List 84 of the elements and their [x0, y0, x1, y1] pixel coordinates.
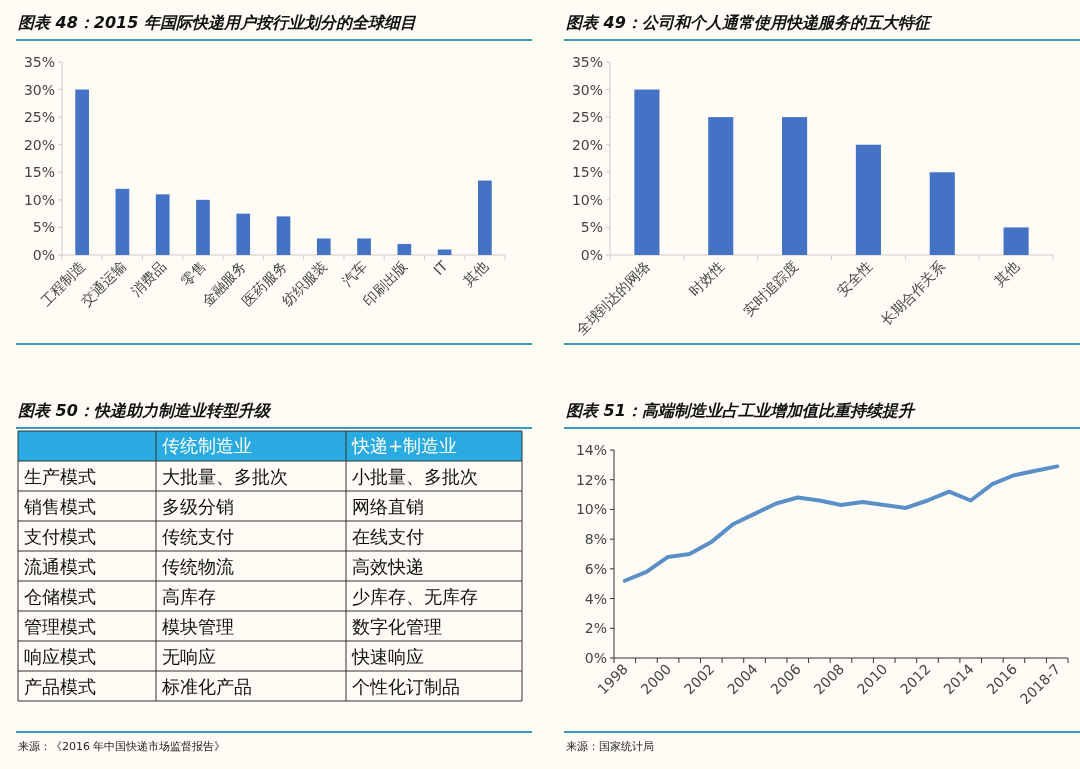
y-tick-label: 30%	[571, 81, 603, 98]
x-tick-label: 实时追踪度	[739, 257, 801, 319]
chart-title: 图表 51：高端制造业占工业增加值比重持续提升	[566, 401, 916, 420]
x-tick-label: 零售	[177, 257, 210, 289]
chart-title: 图表 48：2015 年国际快递用户按行业划分的全球细目	[18, 13, 417, 32]
y-tick-label: 0%	[584, 650, 607, 666]
y-tick-label: 0%	[32, 247, 55, 263]
source-note: 来源：《2016 年中国快递市场监督报告》	[18, 740, 226, 753]
y-tick-label: 6%	[584, 560, 607, 577]
bar	[115, 188, 130, 255]
bar	[276, 216, 291, 255]
category-label: 支付模式	[24, 525, 96, 547]
line-series	[622, 464, 1060, 583]
category-label: 管理模式	[24, 615, 96, 637]
y-tick-label: 35%	[23, 54, 55, 70]
bar	[196, 199, 210, 255]
text: 高效快递	[352, 555, 424, 577]
x-tick-label: 其他	[459, 257, 491, 289]
x-tick-label: 长期合作关系	[877, 257, 949, 329]
x-tick-label: IT	[430, 257, 452, 279]
bar	[782, 117, 808, 255]
category-label: 响应模式	[24, 645, 96, 667]
y-tick-label: 15%	[23, 164, 55, 181]
x-tick-label: 消费品	[127, 257, 169, 299]
text: 传统物流	[162, 555, 234, 577]
y-tick-label: 12%	[575, 471, 607, 488]
category-label: 产品模式	[24, 675, 96, 697]
bar	[708, 117, 734, 255]
text: 标准化产品	[162, 675, 252, 697]
category-label: 销售模式	[24, 495, 96, 517]
text: 多级分销	[162, 495, 234, 517]
bar	[155, 194, 170, 255]
y-tick-label: 10%	[23, 191, 55, 208]
category-label: 仓储模式	[24, 585, 96, 607]
y-tick-label: 20%	[23, 136, 55, 153]
bar	[236, 213, 251, 255]
text: 数字化管理	[352, 615, 442, 637]
y-tick-label: 2%	[584, 620, 607, 637]
text: 个性化订制品	[352, 675, 460, 697]
bar	[357, 238, 371, 255]
y-tick-label: 14%	[575, 442, 607, 458]
y-tick-label: 35%	[571, 54, 603, 70]
y-tick-label: 0%	[580, 247, 603, 263]
text: 传统支付	[162, 525, 234, 547]
text: 高库存	[162, 585, 216, 607]
text: 小批量、多批次	[352, 465, 478, 487]
bar	[437, 249, 452, 255]
text: 在线支付	[352, 525, 424, 547]
y-tick-label: 15%	[571, 164, 603, 181]
category-label: 快递+制造业	[351, 435, 458, 456]
bar	[929, 172, 955, 255]
category-label: 传统制造业	[162, 435, 252, 456]
bar	[397, 243, 412, 255]
text: 模块管理	[162, 615, 234, 637]
y-tick-label: 25%	[23, 109, 55, 126]
y-tick-label: 4%	[584, 590, 607, 607]
bar	[75, 89, 89, 255]
bar	[1003, 227, 1029, 255]
y-tick-label: 8%	[584, 531, 607, 548]
y-tick-label: 30%	[23, 81, 55, 98]
text: 少库存、无库存	[352, 585, 478, 607]
bar	[478, 180, 492, 255]
y-tick-label: 20%	[571, 136, 603, 153]
text: 图表 50：快递助力制造业转型升级	[18, 401, 272, 420]
bar	[855, 144, 881, 255]
x-tick-label: 安全性	[833, 257, 875, 299]
x-tick-label: 其他	[991, 257, 1023, 289]
bar	[634, 89, 660, 255]
category-label: 生产模式	[24, 465, 96, 487]
y-tick-label: 10%	[571, 191, 603, 208]
source-note: 来源：国家统计局	[566, 740, 654, 753]
text: 网络直销	[352, 495, 424, 517]
y-tick-label: 25%	[571, 109, 603, 126]
x-tick-label: 时效性	[685, 257, 727, 299]
category-label: 流通模式	[24, 555, 96, 577]
bar	[316, 238, 331, 255]
chart-title: 图表 49：公司和个人通常使用快递服务的五大特征	[566, 13, 933, 32]
y-tick-label: 5%	[580, 219, 603, 236]
y-tick-label: 5%	[32, 219, 55, 236]
x-tick-label: 汽车	[339, 257, 371, 289]
text: 无响应	[162, 645, 216, 667]
y-tick-label: 10%	[575, 501, 607, 518]
text: 快速响应	[352, 645, 424, 667]
text: 大批量、多批次	[162, 465, 288, 487]
